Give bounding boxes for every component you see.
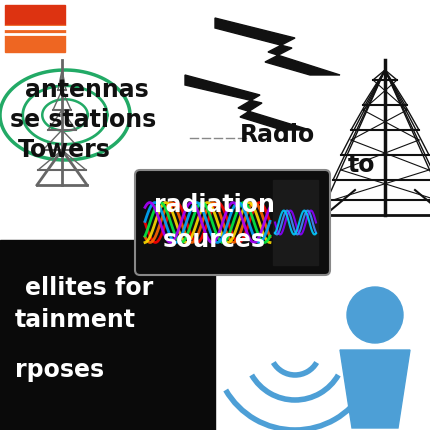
Polygon shape: [215, 18, 340, 75]
Text: tainment: tainment: [15, 308, 136, 332]
Polygon shape: [5, 5, 65, 25]
Text: to: to: [348, 153, 375, 177]
Text: ellites for: ellites for: [25, 276, 153, 300]
Text: antennas: antennas: [25, 78, 149, 102]
FancyBboxPatch shape: [135, 170, 330, 275]
Text: sources: sources: [163, 227, 265, 252]
Polygon shape: [340, 350, 410, 428]
Text: Towers: Towers: [18, 138, 111, 162]
Polygon shape: [185, 75, 310, 130]
Text: rposes: rposes: [15, 358, 104, 382]
Bar: [273, 180, 318, 265]
Text: radiation: radiation: [154, 194, 274, 218]
Circle shape: [347, 287, 403, 343]
Text: Radio: Radio: [240, 123, 315, 147]
Polygon shape: [5, 25, 65, 52]
Bar: [0, 240, 215, 430]
Text: se stations: se stations: [10, 108, 156, 132]
